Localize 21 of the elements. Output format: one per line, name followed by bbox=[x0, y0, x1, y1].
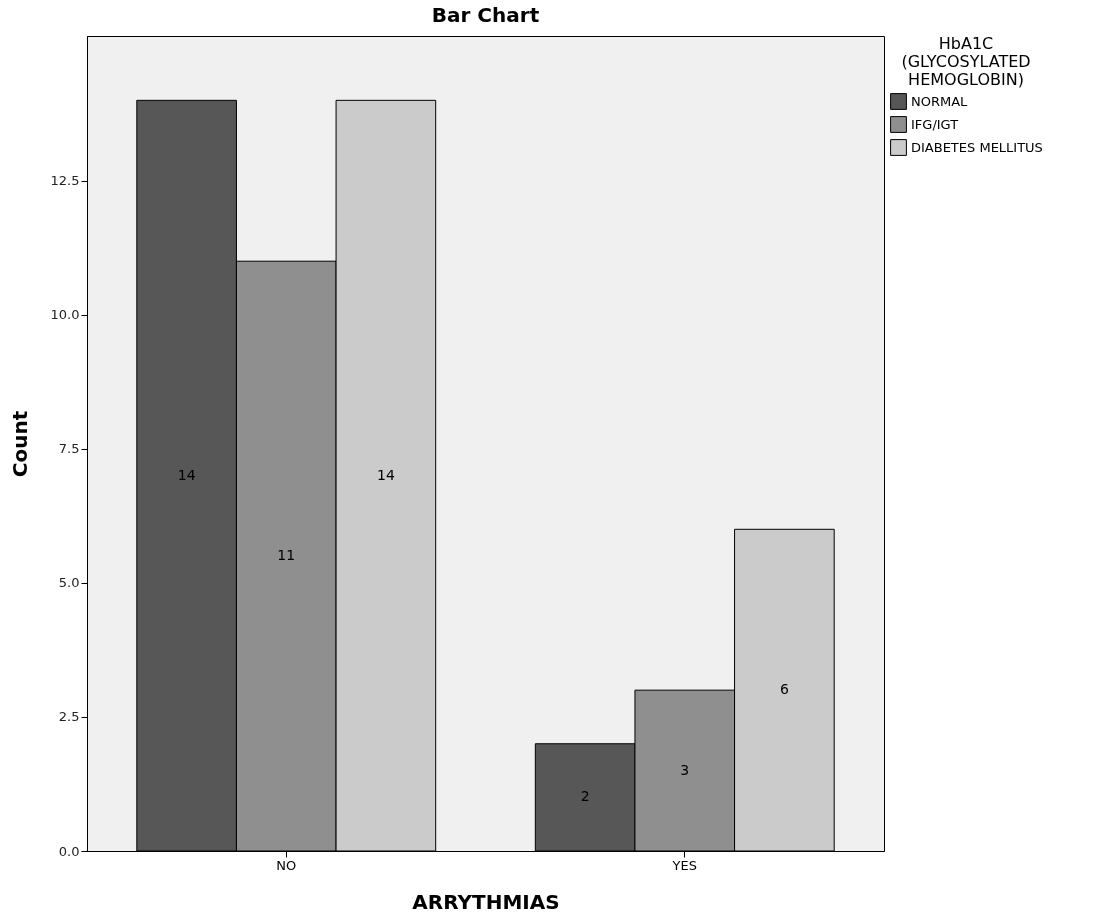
legend-title: HbA1C (GLYCOSYLATED HEMOGLOBIN) bbox=[901, 34, 1031, 89]
data-label: 6 bbox=[779, 681, 789, 698]
data-label: 2 bbox=[580, 788, 590, 805]
y-tick-label: 12.5 bbox=[50, 173, 80, 189]
data-label: 11 bbox=[277, 547, 296, 564]
x-tick-label: YES bbox=[671, 857, 697, 873]
y-axis-title: Count bbox=[7, 410, 32, 478]
x-axis-title: ARRYTHMIAS bbox=[412, 889, 560, 914]
y-tick-label: 10.0 bbox=[50, 307, 80, 323]
x-tick-label: NO bbox=[276, 857, 297, 873]
legend-label: IFG/IGT bbox=[911, 116, 959, 132]
y-tick-label: 2.5 bbox=[58, 709, 80, 725]
y-tick-label: 0.0 bbox=[58, 843, 80, 859]
data-label: 14 bbox=[177, 466, 196, 483]
y-tick-label: 7.5 bbox=[58, 441, 80, 457]
data-label: 14 bbox=[376, 466, 395, 483]
y-tick-label: 5.0 bbox=[58, 575, 80, 591]
data-label: 3 bbox=[680, 761, 690, 778]
legend-label: DIABETES MELLITUS bbox=[911, 139, 1043, 155]
legend-label: NORMAL bbox=[911, 93, 969, 109]
chart-title: Bar Chart bbox=[431, 3, 540, 27]
